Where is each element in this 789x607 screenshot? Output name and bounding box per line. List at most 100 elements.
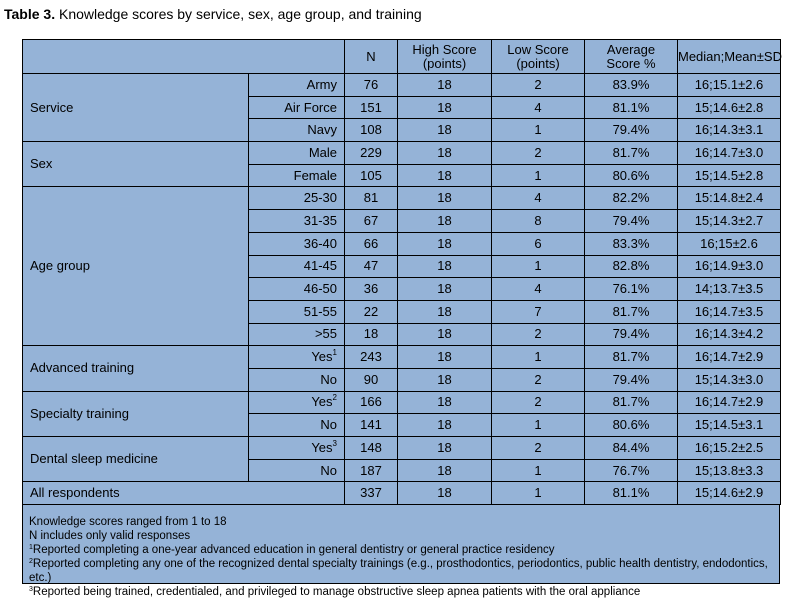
subgroup-label: Yes2 (248, 390, 345, 415)
cell-avg: 79.4% (584, 322, 678, 347)
table-row: Service Army 76 18 2 83.9% 16;15.1±2.6 (22, 72, 781, 143)
subgroup-text: Yes (311, 394, 333, 410)
cell-n: 229 (344, 141, 398, 165)
cell-avg: 82.2% (584, 186, 678, 211)
cell-n: 90 (344, 367, 398, 392)
header-blank-cell (22, 39, 345, 74)
subgroup-label: Air Force (248, 95, 345, 120)
cell-avg: 80.6% (584, 163, 678, 188)
table-row: No 141 18 1 80.6% 15;14.5±3.1 (23, 413, 781, 437)
footnote-number: 2 (29, 558, 33, 566)
cell-median: 16;14.3±3.1 (677, 118, 781, 143)
subgroup-label: 51-55 (248, 299, 345, 324)
subgroup-text: Yes (311, 439, 333, 455)
subgroup-text: 46-50 (303, 281, 337, 297)
subgroup-label: Male (248, 141, 345, 165)
header-row: N High Score (points) Low Score (points) A… (22, 39, 782, 74)
cell-low: 2 (491, 73, 585, 97)
group-label: Sex (22, 141, 249, 188)
cell-median: 16;14.3±4.2 (677, 322, 781, 347)
cell-median: 15;14.5±3.1 (677, 413, 781, 437)
subgroup-label: Army (248, 73, 345, 97)
header-low-line1: Low Score (507, 41, 569, 57)
footnote-line: 1Reported completing a one-year advanced… (29, 543, 773, 557)
subgroup-text: Navy (307, 122, 337, 138)
subgroup-label: 25-30 (248, 186, 345, 211)
group-label: Age group (22, 186, 249, 347)
cell-high: 18 (397, 186, 492, 211)
cell-low: 4 (491, 186, 585, 211)
footnote-line: N includes only valid responses (29, 529, 773, 543)
table-row: 46-50 36 18 4 76.1% 14;13.7±3.5 (23, 277, 781, 301)
subgroup-label: Female (248, 163, 345, 188)
footnote-number: 3 (29, 586, 33, 594)
cell-high: 18 (397, 141, 492, 165)
total-cell-n: 337 (344, 481, 398, 506)
subgroup-label: 46-50 (248, 277, 345, 301)
subgroup-label: 41-45 (248, 254, 345, 279)
subgroup-label: Yes3 (248, 436, 345, 460)
subgroup-label: >55 (248, 322, 345, 347)
footnote-marker: 2 (332, 393, 337, 403)
footnote-text: N includes only valid responses (29, 530, 191, 543)
total-label: All respondents (22, 481, 345, 506)
cell-low: 7 (491, 299, 585, 324)
header-high-line2: (points) (422, 55, 467, 71)
cell-median: 15;13.8±3.3 (677, 458, 781, 483)
cell-low: 4 (491, 95, 585, 120)
footnote-number: 1 (29, 544, 33, 552)
subgroup-label: Navy (248, 118, 345, 143)
table-row: Dental sleep medicine Yes3 148 18 2 84.4% 16;1… (22, 435, 781, 483)
cell-low: 1 (491, 118, 585, 143)
header-n: N (344, 39, 398, 74)
table-footnotes: Knowledge scores ranged from 1 to 18 N in… (22, 505, 780, 598)
cell-median: 15;14.6±2.8 (677, 95, 781, 120)
cell-low: 1 (491, 163, 585, 188)
subgroup-text: No (320, 417, 337, 433)
cell-high: 18 (397, 299, 492, 324)
cell-median: 16;14.9±3.0 (677, 254, 781, 279)
cell-low: 2 (491, 141, 585, 165)
cell-median: 15;14.3±3.0 (677, 367, 781, 392)
subgroup-text: Yes (311, 349, 333, 365)
subgroup-text: >55 (314, 326, 337, 342)
cell-high: 18 (397, 436, 492, 460)
cell-high: 18 (397, 118, 492, 143)
header-avg-line1: Average (606, 41, 656, 57)
table-number: Table 3. (4, 6, 56, 22)
header-low-line2: (points) (516, 55, 560, 71)
table-title: Table 3. Knowledge scores by service, se… (4, 6, 422, 22)
cell-n: 151 (344, 95, 398, 120)
cell-n: 187 (344, 458, 398, 483)
total-cell-avg: 81.1% (584, 481, 678, 506)
subgroup-label: No (248, 458, 345, 483)
table-row: No 187 18 1 76.7% 15;13.8±3.3 (23, 458, 781, 483)
cell-high: 18 (397, 458, 492, 483)
cell-median: 15:14.8±2.4 (677, 186, 781, 211)
cell-avg: 81.7% (584, 299, 678, 324)
cell-low: 1 (491, 458, 585, 483)
cell-low: 2 (491, 367, 585, 392)
cell-avg: 76.7% (584, 458, 678, 483)
cell-high: 18 (397, 277, 492, 301)
cell-avg: 81.7% (584, 345, 678, 369)
cell-high: 18 (397, 254, 492, 279)
table-caption: Knowledge scores by service, sex, age gr… (55, 6, 422, 22)
cell-median: 15;14.3±2.7 (677, 209, 781, 233)
cell-low: 8 (491, 209, 585, 233)
cell-median: 16;14.7±2.9 (677, 390, 781, 415)
cell-avg: 81.1% (584, 95, 678, 120)
subgroup-label: Yes1 (248, 345, 345, 369)
footnote-line: 3Reported being trained, credentialed, a… (29, 585, 773, 599)
subgroup-label: 31-35 (248, 209, 345, 233)
table-row: Sex Male 229 18 2 81.7% 16;14.7±3.0 (22, 141, 781, 188)
subgroup-label: No (248, 413, 345, 437)
group-label: Dental sleep medicine (22, 435, 249, 483)
cell-avg: 76.1% (584, 277, 678, 301)
table-row: Specialty training Yes2 166 18 2 81.7% 16;14.7… (22, 390, 781, 438)
cell-n: 108 (344, 118, 398, 143)
header-high-line1: High Score (412, 41, 477, 57)
cell-avg: 81.7% (584, 141, 678, 165)
cell-median: 16;15±2.6 (677, 231, 781, 256)
footnote-text: Knowledge scores ranged from 1 to 18 (29, 516, 227, 529)
